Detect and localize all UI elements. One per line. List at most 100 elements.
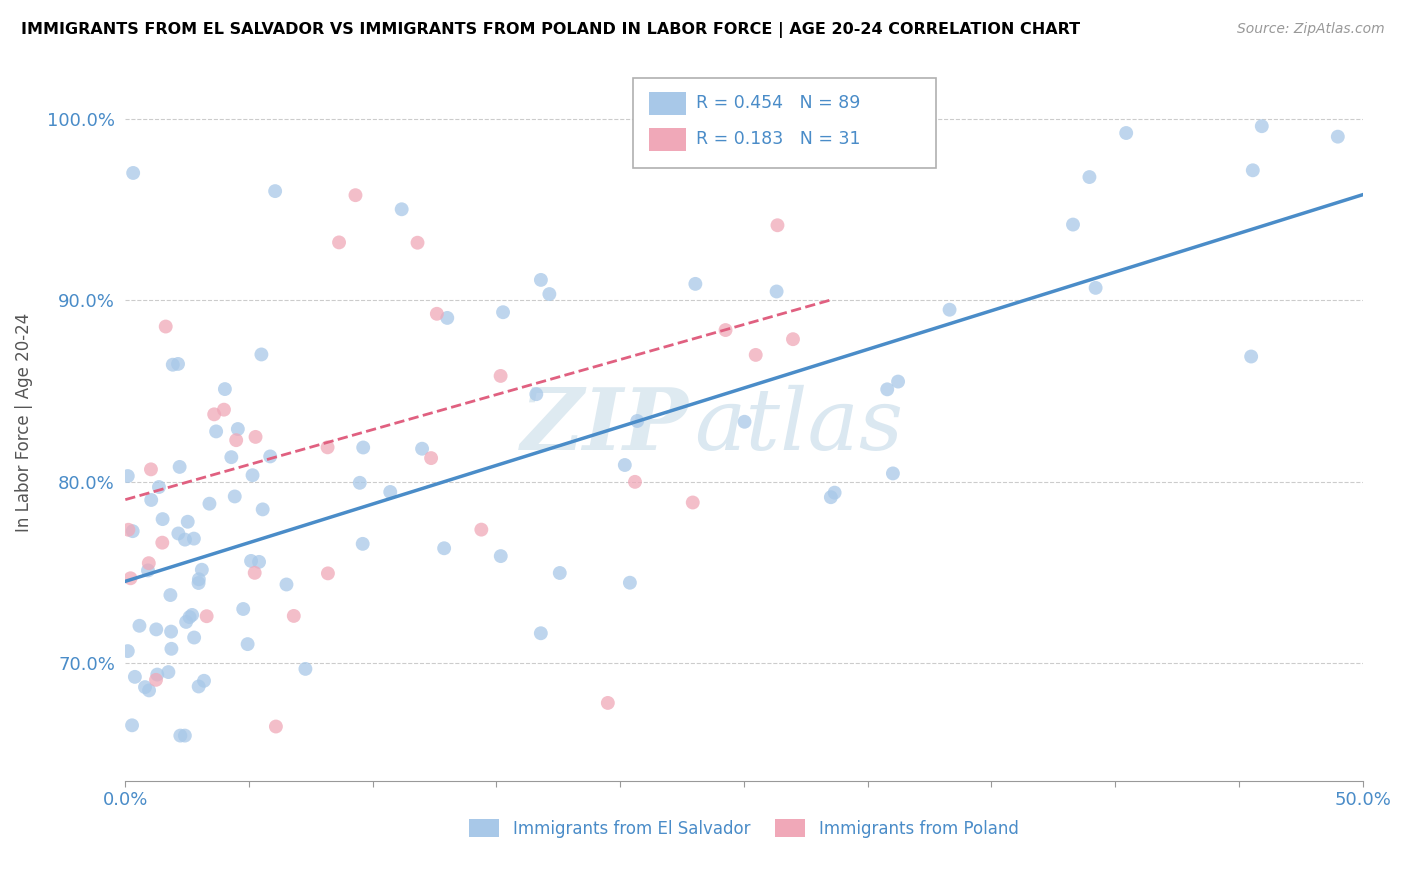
Point xyxy=(538,287,561,301)
Point xyxy=(1240,350,1263,364)
Point xyxy=(882,467,904,481)
Point xyxy=(155,319,177,334)
Point xyxy=(470,523,492,537)
FancyBboxPatch shape xyxy=(633,78,936,168)
Point xyxy=(1084,281,1107,295)
Point xyxy=(174,615,197,629)
Point xyxy=(117,644,139,658)
Text: Source: ZipAtlas.com: Source: ZipAtlas.com xyxy=(1237,22,1385,37)
Point xyxy=(744,348,766,362)
Point xyxy=(122,166,145,180)
Point xyxy=(782,332,804,346)
Point xyxy=(283,608,305,623)
Text: IMMIGRANTS FROM EL SALVADOR VS IMMIGRANTS FROM POLAND IN LABOR FORCE | AGE 20-24: IMMIGRANTS FROM EL SALVADOR VS IMMIGRANT… xyxy=(21,22,1080,38)
Point xyxy=(938,302,960,317)
Point xyxy=(685,277,707,291)
Y-axis label: In Labor Force | Age 20-24: In Labor Force | Age 20-24 xyxy=(15,313,32,533)
Point xyxy=(411,442,433,456)
Text: R = 0.454   N = 89: R = 0.454 N = 89 xyxy=(696,95,860,112)
Point xyxy=(824,485,846,500)
Point xyxy=(242,468,264,483)
Point xyxy=(426,307,449,321)
Point xyxy=(530,273,553,287)
Point xyxy=(167,526,190,541)
Point xyxy=(349,475,371,490)
Text: atlas: atlas xyxy=(695,384,904,467)
Point xyxy=(202,407,225,421)
Point xyxy=(380,485,402,500)
Point xyxy=(169,729,191,743)
Point xyxy=(136,563,159,577)
Point xyxy=(489,368,512,383)
Point xyxy=(276,577,298,591)
Point xyxy=(139,462,162,476)
Point xyxy=(205,425,228,439)
Point xyxy=(436,310,458,325)
Point xyxy=(245,430,267,444)
Point xyxy=(259,450,281,464)
Point xyxy=(121,524,143,538)
Point xyxy=(198,497,221,511)
FancyBboxPatch shape xyxy=(648,128,686,151)
Point xyxy=(173,729,195,743)
Point xyxy=(214,382,236,396)
Point xyxy=(489,549,512,563)
Point xyxy=(236,637,259,651)
Point xyxy=(193,673,215,688)
Point xyxy=(138,683,160,698)
Point xyxy=(626,414,648,428)
Point xyxy=(433,541,456,556)
Point xyxy=(876,382,898,396)
Point xyxy=(159,588,181,602)
Point xyxy=(391,202,413,217)
Point xyxy=(316,566,339,581)
Point xyxy=(264,184,287,198)
Point xyxy=(352,441,374,455)
Point xyxy=(1115,126,1137,140)
Point xyxy=(1078,169,1101,184)
Point xyxy=(145,673,167,687)
Point xyxy=(1327,129,1350,144)
Point xyxy=(247,555,270,569)
Point xyxy=(162,358,184,372)
Point xyxy=(145,623,167,637)
Point xyxy=(530,626,553,640)
Point xyxy=(183,532,205,546)
Point xyxy=(179,610,201,624)
Point xyxy=(150,535,173,549)
Point xyxy=(141,493,163,508)
Point xyxy=(181,607,204,622)
Point xyxy=(406,235,429,250)
Point xyxy=(157,665,180,679)
Point xyxy=(134,680,156,694)
Point xyxy=(138,556,160,570)
Point xyxy=(420,451,443,466)
Point xyxy=(121,718,143,732)
Point xyxy=(160,641,183,656)
Point xyxy=(714,323,737,337)
Point xyxy=(766,219,789,233)
Point xyxy=(624,475,647,489)
Point xyxy=(613,458,636,472)
Point xyxy=(187,572,209,586)
Point xyxy=(765,285,787,299)
Point xyxy=(221,450,243,465)
Point xyxy=(225,433,247,447)
Text: R = 0.183   N = 31: R = 0.183 N = 31 xyxy=(696,130,860,148)
Point xyxy=(148,480,170,494)
Point xyxy=(264,719,287,733)
Point xyxy=(596,696,619,710)
Point xyxy=(820,490,842,504)
Point xyxy=(160,624,183,639)
Point xyxy=(167,357,190,371)
Point xyxy=(117,469,139,483)
Point xyxy=(1062,218,1084,232)
Point xyxy=(524,387,547,401)
Point xyxy=(294,662,316,676)
Point xyxy=(316,441,339,455)
Point xyxy=(146,667,169,681)
Point xyxy=(619,575,641,590)
FancyBboxPatch shape xyxy=(648,92,686,115)
Point xyxy=(128,619,150,633)
Point xyxy=(352,537,374,551)
